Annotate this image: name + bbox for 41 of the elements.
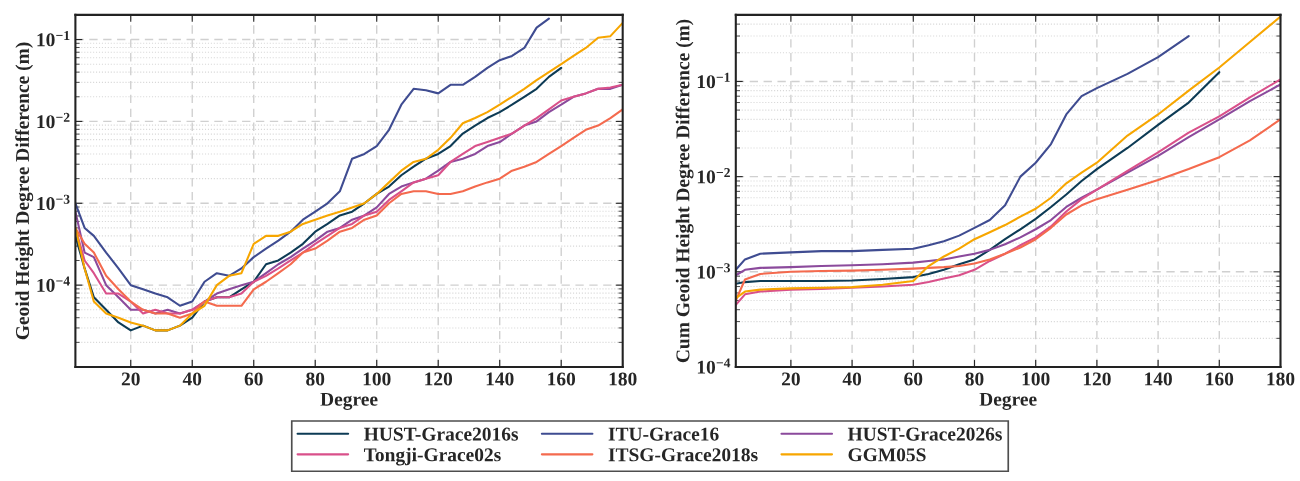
x-tick-label: 40: [842, 372, 862, 386]
y-tick-label: 10$^{−2}$: [37, 112, 70, 129]
x-tick-label: 160: [548, 372, 576, 386]
line-series: [735, 118, 1281, 302]
x-tick-label: 80: [306, 372, 325, 386]
legend-label: Tongji-Grace02s: [363, 447, 501, 466]
y-tick-label: 10$^{−4}$: [697, 358, 731, 374]
y-tick-label: 10$^{−3}$: [697, 263, 731, 279]
line-series: [735, 71, 1221, 285]
y-tick-label: 10$^{−1}$: [37, 30, 70, 47]
legend-label: ITU-Grace16: [608, 427, 719, 441]
y-axis-title: Cum Geoid Height Degree Difference (m): [675, 19, 694, 363]
y-tick-label: 10$^{−2}$: [697, 168, 730, 184]
x-tick-label: 140: [486, 372, 514, 386]
x-tick-label: 120: [1083, 372, 1111, 386]
y-tick-label: 10$^{−1}$: [697, 72, 730, 89]
x-axis-title: Degree: [979, 392, 1037, 410]
x-tick-label: 180: [609, 372, 637, 386]
x-tick-label: 120: [425, 372, 453, 386]
x-tick-label: 180: [1267, 372, 1295, 386]
x-tick-label: 40: [182, 372, 202, 386]
legend-label: HUST-Grace2026s: [847, 427, 1002, 441]
x-tick-label: 160: [1206, 372, 1234, 386]
y-tick-label: 10$^{−3}$: [37, 194, 70, 211]
legend-label: GGM05S: [848, 448, 926, 462]
y-tick-label: 10$^{−4}$: [37, 276, 70, 292]
x-tick-label: 60: [904, 372, 923, 386]
x-tick-label: 100: [1022, 372, 1050, 386]
line-series: [75, 21, 623, 332]
x-tick-label: 100: [363, 372, 391, 386]
x-tick-label: 60: [244, 372, 263, 386]
x-tick-label: 80: [965, 372, 984, 386]
line-series: [75, 17, 550, 307]
x-tick-label: 20: [781, 372, 800, 386]
legend-label: HUST-Grace2016s: [364, 427, 519, 441]
legend-label: ITSG-Grace2018s: [608, 448, 758, 462]
x-tick-label: 140: [1145, 372, 1172, 386]
line-series: [735, 34, 1190, 271]
x-tick-label: 20: [121, 372, 140, 386]
y-axis-title: Geoid Height Degree Difference (m): [15, 42, 34, 340]
x-axis-title: Degree: [320, 392, 378, 410]
